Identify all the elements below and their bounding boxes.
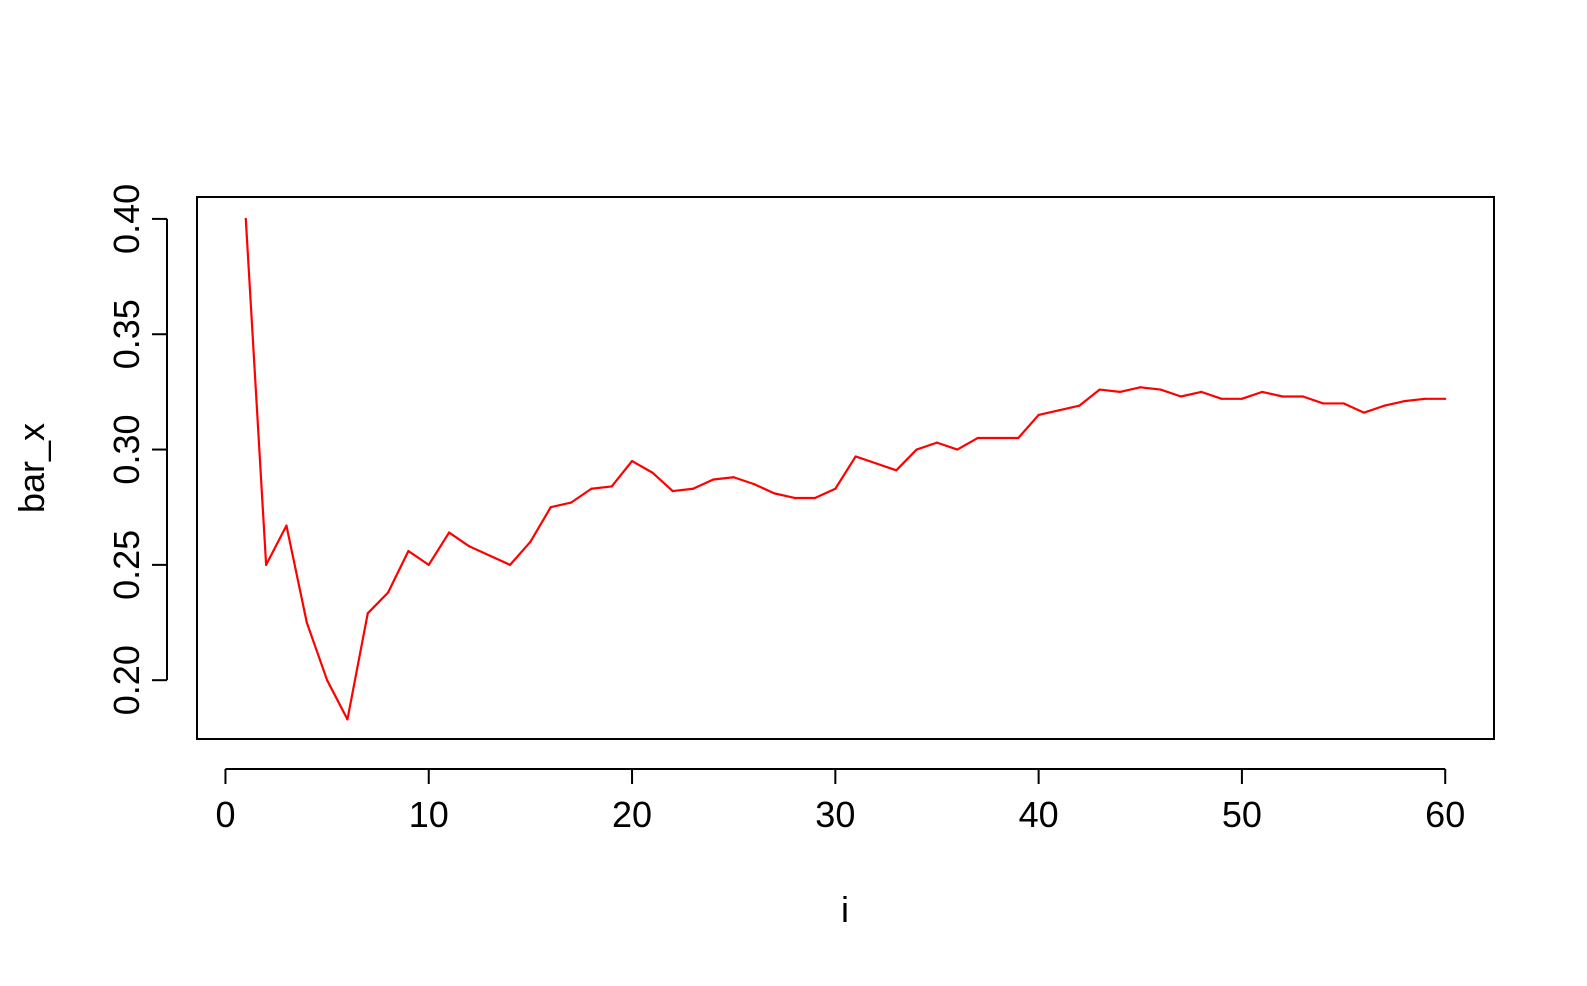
data-point (326, 679, 329, 682)
data-point (447, 531, 451, 534)
data-point (1342, 402, 1345, 405)
data-point (488, 554, 491, 557)
y-tick-label: 0.20 (106, 645, 147, 715)
data-point (1383, 404, 1386, 407)
data-point (671, 489, 674, 493)
x-tick-label: 40 (1019, 794, 1059, 835)
data-point (813, 496, 817, 500)
data-point (996, 436, 1000, 440)
x-tick-label: 30 (815, 794, 855, 835)
data-point (915, 448, 918, 451)
x-tick-label: 0 (215, 794, 235, 835)
data-point (508, 563, 512, 566)
data-point (305, 621, 308, 624)
data-point (549, 506, 552, 509)
data-point (752, 483, 756, 486)
plot-frame (196, 196, 1495, 740)
data-point (895, 469, 898, 472)
data-point (1322, 402, 1325, 405)
series-layer (244, 217, 1447, 721)
data-point (630, 459, 634, 463)
data-point (1098, 388, 1101, 391)
data-point (1200, 390, 1203, 393)
data-point (935, 441, 939, 444)
data-point (956, 448, 959, 451)
data-point (1281, 395, 1284, 398)
x-axis-label: i (841, 889, 849, 930)
data-point (590, 487, 593, 490)
data-point (468, 545, 471, 548)
y-tick-label: 0.40 (106, 184, 147, 254)
y-axis: 0.20 0.25 0.30 0.35 0.40 (106, 184, 168, 715)
data-point (529, 540, 532, 543)
data-point (1078, 404, 1081, 407)
y-axis-label: bar_x (11, 423, 52, 513)
data-point (1220, 397, 1223, 400)
data-point (1159, 388, 1162, 391)
data-point (1240, 397, 1244, 400)
data-point (1057, 409, 1061, 412)
x-tick-label: 10 (409, 794, 449, 835)
data-point (1261, 390, 1264, 393)
data-point (346, 718, 349, 721)
data-point (1139, 386, 1142, 389)
x-axis: 0 10 20 30 40 50 60 (215, 768, 1465, 835)
data-point (773, 492, 776, 495)
data-point (834, 487, 837, 490)
series-line (244, 218, 1446, 721)
data-point (265, 563, 268, 566)
data-point (854, 455, 857, 458)
data-point (1118, 390, 1122, 393)
data-point (1403, 400, 1406, 403)
data-point (1037, 413, 1040, 417)
data-point (976, 436, 979, 440)
data-point (427, 563, 430, 566)
data-point (1423, 397, 1426, 400)
y-tick-label: 0.35 (106, 299, 147, 369)
data-point (407, 549, 410, 553)
x-tick-label: 50 (1222, 794, 1262, 835)
data-point (1362, 411, 1365, 414)
x-tick-label: 20 (612, 794, 652, 835)
data-point (1301, 395, 1305, 398)
y-tick-label: 0.30 (106, 415, 147, 485)
data-point (793, 496, 796, 500)
data-point (651, 471, 654, 474)
data-point (1179, 395, 1183, 398)
data-point (732, 476, 735, 479)
data-point (1444, 397, 1447, 400)
data-point (610, 485, 613, 488)
data-point (386, 591, 390, 594)
y-tick-label: 0.25 (106, 530, 147, 600)
x-tick-label: 60 (1425, 794, 1465, 835)
data-point (569, 501, 573, 504)
data-point (244, 217, 247, 221)
data-point (285, 524, 288, 527)
data-point (1017, 436, 1020, 440)
data-point (366, 612, 369, 615)
data-point (874, 462, 878, 465)
data-point (712, 478, 715, 481)
data-point (691, 487, 695, 490)
